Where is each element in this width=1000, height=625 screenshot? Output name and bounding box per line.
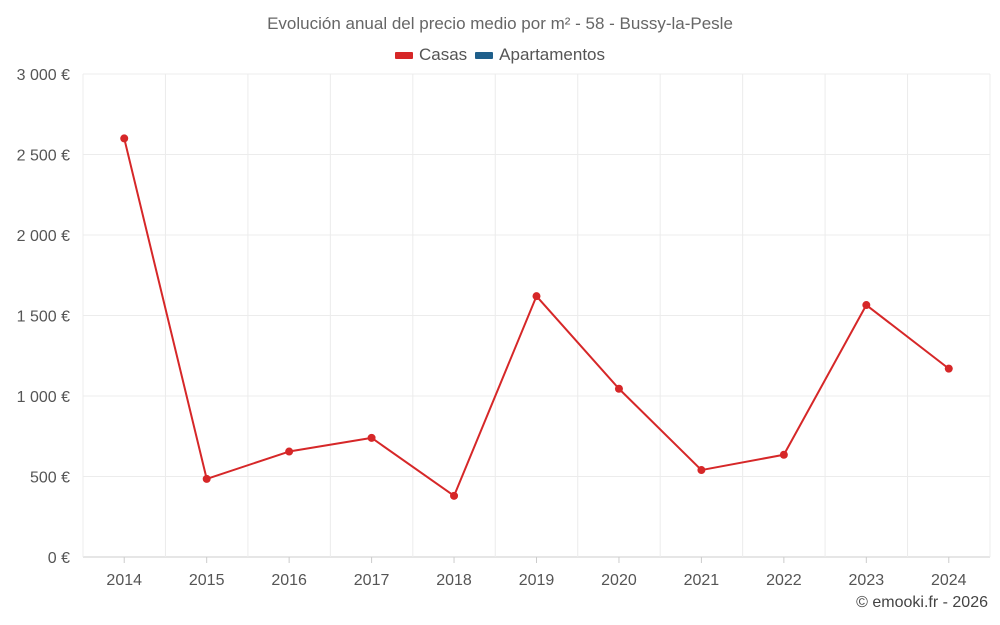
x-tick-label: 2023: [849, 572, 885, 589]
data-point-casas-2023: [862, 301, 871, 310]
data-point-casas-2015: [202, 474, 211, 483]
copyright-credit: © emooki.fr - 2026: [856, 594, 988, 611]
legend-item-apartamentos[interactable]: Apartamentos: [475, 45, 605, 65]
legend-label-casas: Casas: [418, 45, 468, 64]
y-tick-label: 0 €: [48, 550, 70, 567]
chart-title: Evolución anual del precio medio por m² …: [267, 14, 733, 33]
data-point-casas-2014: [120, 134, 129, 143]
legend-swatch-casas: [394, 51, 413, 59]
data-point-casas-2024: [944, 364, 953, 373]
legend-swatch-apartamentos: [475, 51, 494, 59]
x-tick-label: 2015: [189, 572, 225, 589]
y-tick-label: 1 500 €: [17, 309, 70, 326]
x-tick-label: 2020: [601, 572, 637, 589]
data-point-casas-2017: [367, 433, 376, 442]
x-tick-label: 2016: [271, 572, 307, 589]
x-tick-label: 2019: [519, 572, 555, 589]
y-tick-label: 2 500 €: [17, 148, 70, 165]
data-point-casas-2022: [779, 450, 788, 459]
legend-label-apartamentos: Apartamentos: [499, 45, 606, 64]
data-point-casas-2021: [697, 466, 706, 475]
x-tick-label: 2014: [106, 572, 142, 589]
y-tick-label: 500 €: [30, 470, 70, 487]
y-tick-label: 2 000 €: [17, 228, 70, 245]
x-tick-label: 2024: [931, 572, 967, 589]
chart-legend: Casas Apartamentos: [0, 45, 1000, 65]
data-point-casas-2018: [450, 491, 459, 500]
x-tick-label: 2017: [354, 572, 390, 589]
x-tick-label: 2022: [766, 572, 802, 589]
data-point-casas-2020: [614, 384, 623, 393]
data-point-casas-2019: [532, 292, 541, 301]
y-tick-label: 1 000 €: [17, 389, 70, 406]
x-tick-label: 2018: [436, 572, 472, 589]
y-tick-label: 3 000 €: [17, 67, 70, 84]
x-tick-label: 2021: [684, 572, 720, 589]
data-point-casas-2016: [285, 447, 294, 456]
legend-item-casas[interactable]: Casas: [394, 45, 468, 65]
